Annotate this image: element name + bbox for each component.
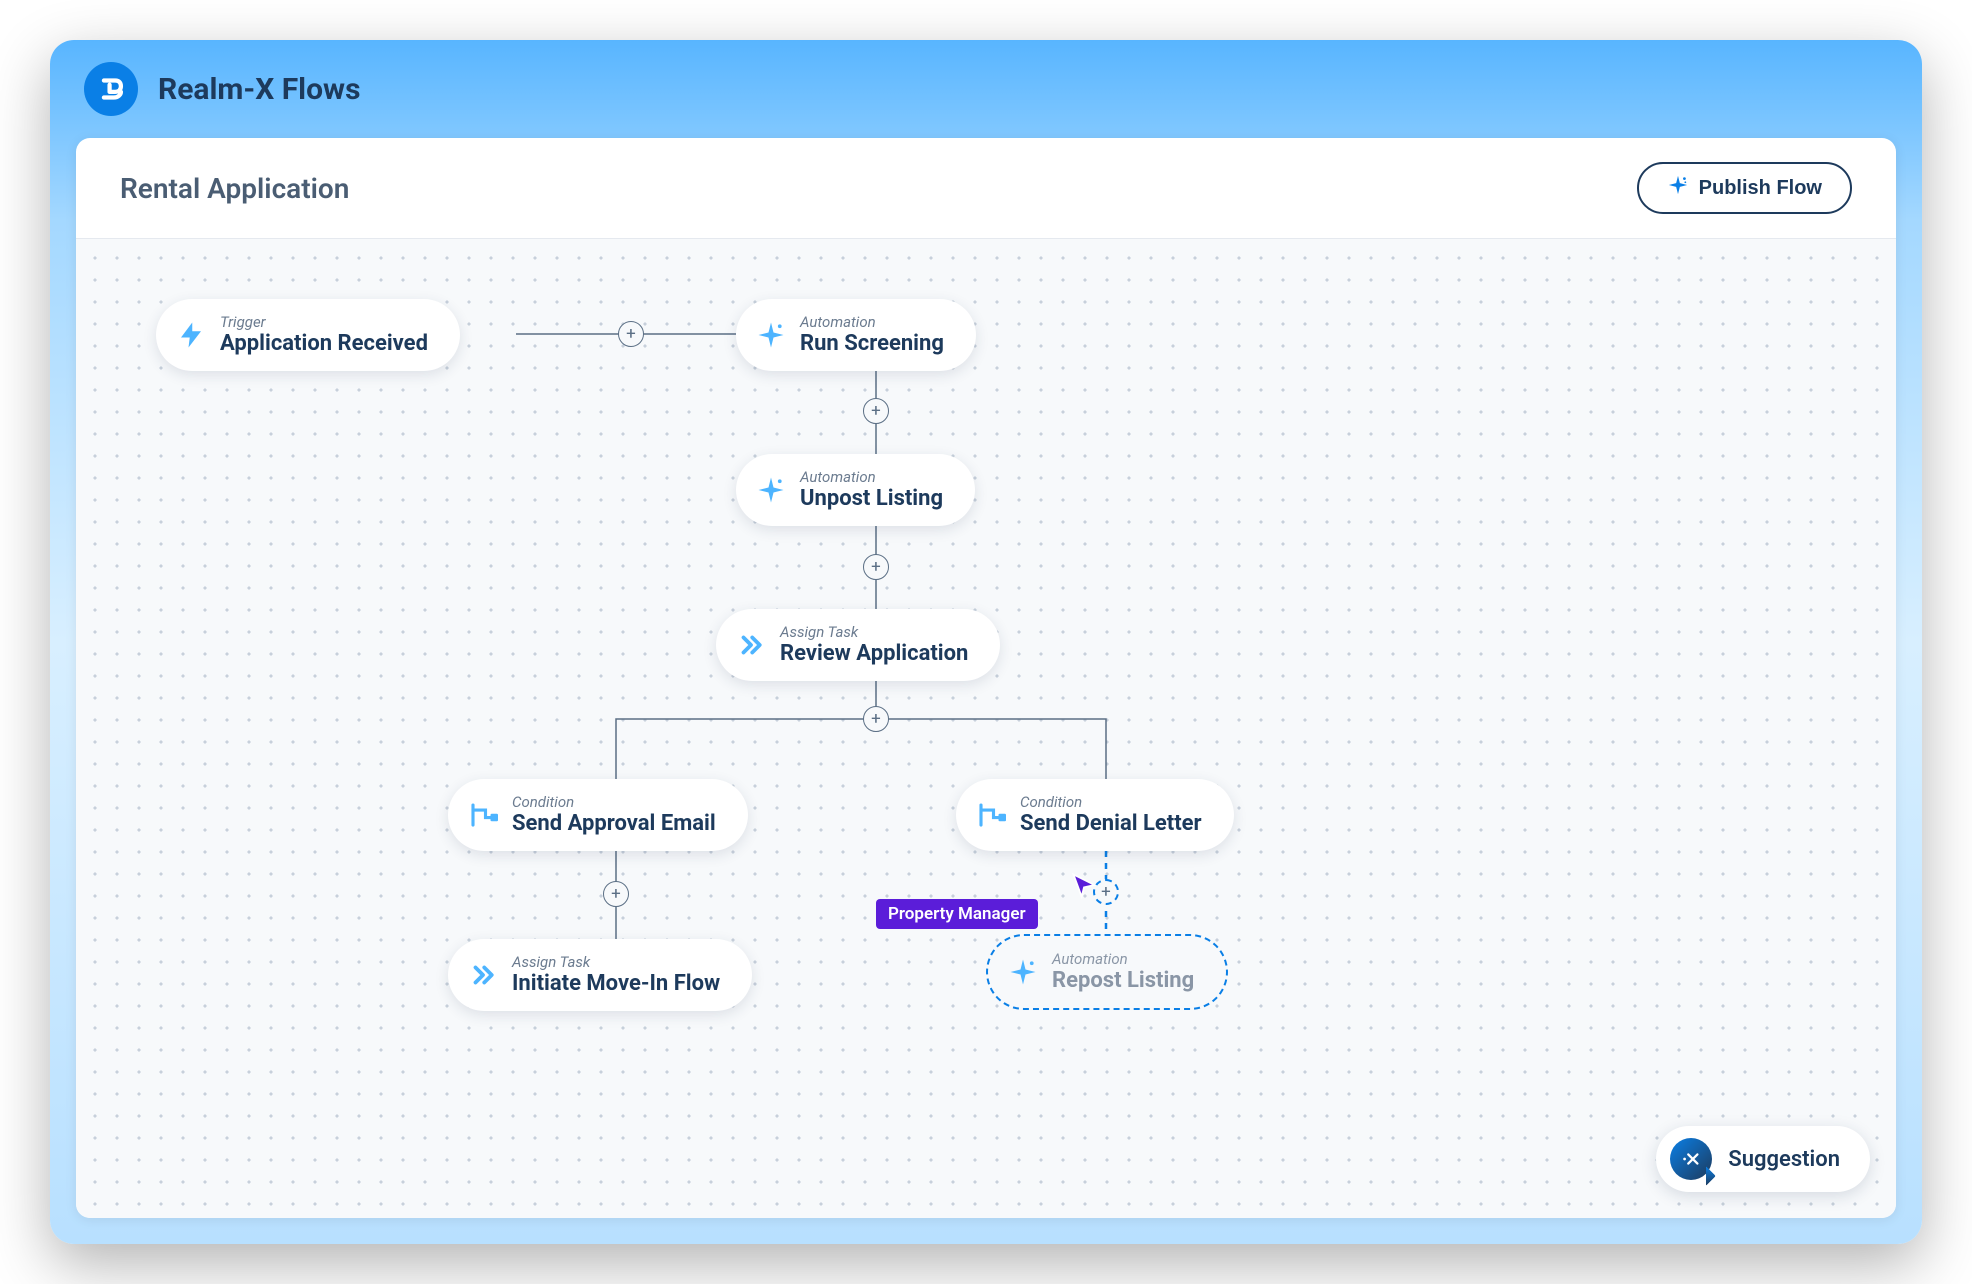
sparkle-icon: [1008, 957, 1038, 987]
flow-title: Rental Application: [120, 172, 349, 205]
node-title-label: Repost Listing: [1052, 968, 1194, 994]
node-trigger[interactable]: Trigger Application Received: [156, 299, 460, 371]
node-send-approval[interactable]: Condition Send Approval Email: [448, 779, 748, 851]
sparkle-icon: [1667, 174, 1689, 202]
node-unpost-listing[interactable]: Automation Unpost Listing: [736, 454, 975, 526]
sparkle-icon: [756, 320, 786, 350]
node-title-label: Initiate Move-In Flow: [512, 971, 720, 997]
node-type-label: Automation: [800, 313, 944, 331]
node-type-label: Automation: [1052, 950, 1194, 968]
node-type-label: Assign Task: [512, 953, 720, 971]
content-panel: Rental Application Publish Flow: [76, 138, 1896, 1218]
chevrons-icon: [736, 630, 766, 660]
node-title-label: Send Denial Letter: [1020, 811, 1202, 837]
app-window: Realm-X Flows Rental Application Publish…: [50, 40, 1922, 1244]
sparkle-icon: [756, 475, 786, 505]
add-node-button[interactable]: +: [863, 706, 889, 732]
node-type-label: Condition: [1020, 793, 1202, 811]
collaborator-tag: Property Manager: [876, 899, 1038, 929]
flow-header: Rental Application Publish Flow: [76, 138, 1896, 239]
node-type-label: Assign Task: [780, 623, 968, 641]
publish-flow-button[interactable]: Publish Flow: [1637, 162, 1852, 214]
app-title: Realm-X Flows: [158, 72, 361, 107]
node-send-denial[interactable]: Condition Send Denial Letter: [956, 779, 1234, 851]
node-title-label: Run Screening: [800, 331, 944, 357]
add-node-button[interactable]: +: [863, 398, 889, 424]
branch-icon: [468, 800, 498, 830]
node-title-label: Application Received: [220, 331, 428, 357]
node-repost-listing-ghost[interactable]: Automation Repost Listing: [986, 934, 1228, 1010]
node-run-screening[interactable]: Automation Run Screening: [736, 299, 976, 371]
chevrons-icon: [468, 960, 498, 990]
suggestion-icon: [1670, 1138, 1712, 1180]
add-node-button[interactable]: +: [618, 321, 644, 347]
node-title-label: Review Application: [780, 641, 968, 667]
app-logo-icon: [84, 62, 138, 116]
node-type-label: Condition: [512, 793, 716, 811]
add-node-button-ghost[interactable]: +: [1093, 879, 1119, 905]
publish-label: Publish Flow: [1699, 177, 1822, 200]
node-title-label: Unpost Listing: [800, 486, 943, 512]
node-review-application[interactable]: Assign Task Review Application: [716, 609, 1000, 681]
node-type-label: Automation: [800, 468, 943, 486]
node-type-label: Trigger: [220, 313, 428, 331]
titlebar: Realm-X Flows: [50, 40, 1922, 138]
node-initiate-movein[interactable]: Assign Task Initiate Move-In Flow: [448, 939, 752, 1011]
add-node-button[interactable]: +: [863, 554, 889, 580]
flow-canvas[interactable]: Trigger Application Received Automation …: [76, 239, 1896, 1218]
bolt-icon: [176, 320, 206, 350]
flow-connectors: [76, 239, 1896, 1218]
suggestion-label: Suggestion: [1728, 1147, 1840, 1172]
branch-icon: [976, 800, 1006, 830]
add-node-button[interactable]: +: [603, 881, 629, 907]
suggestion-button[interactable]: Suggestion: [1656, 1126, 1870, 1192]
node-title-label: Send Approval Email: [512, 811, 716, 837]
